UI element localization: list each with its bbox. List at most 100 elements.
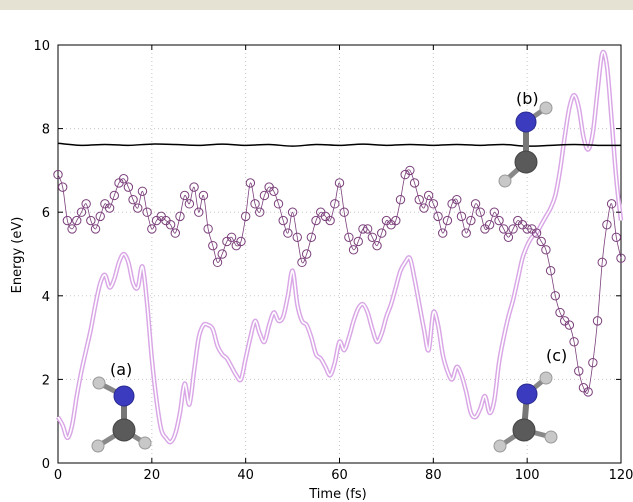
- data-point: [53, 169, 63, 180]
- data-point: [616, 253, 626, 263]
- data-point: [391, 215, 401, 226]
- y-tick-label: 10: [33, 39, 50, 54]
- y-tick-label: 6: [42, 206, 50, 221]
- data-point: [536, 236, 546, 247]
- data-point: [353, 236, 363, 247]
- data-point: [606, 199, 617, 209]
- data-point: [297, 257, 307, 268]
- data-point: [170, 228, 180, 238]
- data-point: [484, 220, 495, 230]
- axis-ticks: 0 20 40 60 80 100 120 0 2 4 6 8 10: [33, 39, 633, 483]
- data-point: [67, 224, 77, 234]
- data-point: [419, 203, 429, 213]
- data-point: [255, 207, 265, 217]
- top-banner: [0, 0, 633, 10]
- data-point: [362, 224, 373, 234]
- data-point: [428, 199, 439, 209]
- molecule-b-illustration: [498, 101, 553, 188]
- data-point: [184, 199, 195, 209]
- data-point: [269, 186, 279, 197]
- data-point: [109, 190, 120, 201]
- data-point: [348, 245, 359, 255]
- data-point: [550, 291, 561, 301]
- data-point: [104, 203, 115, 213]
- data-point: [499, 224, 509, 234]
- data-point: [344, 232, 354, 242]
- data-point: [250, 199, 260, 209]
- data-point: [452, 194, 462, 205]
- data-point: [175, 211, 185, 222]
- x-tick-label: 120: [609, 468, 633, 483]
- data-point: [456, 211, 467, 222]
- annotation-c: (c): [546, 346, 567, 365]
- data-point: [466, 215, 476, 226]
- data-point: [442, 215, 453, 226]
- annotation-b: (b): [516, 89, 539, 108]
- data-point: [438, 228, 448, 238]
- data-point: [194, 207, 204, 217]
- data-point: [470, 199, 481, 209]
- data-point: [405, 165, 415, 176]
- data-point: [489, 207, 500, 217]
- data-point: [62, 215, 73, 226]
- data-point: [133, 203, 143, 213]
- data-point: [240, 211, 251, 222]
- data-point: [95, 211, 105, 222]
- data-point: [259, 190, 270, 201]
- data-point: [461, 228, 471, 238]
- data-point: [292, 232, 302, 242]
- data-point: [602, 220, 612, 230]
- data-point: [358, 224, 368, 234]
- data-point: [165, 220, 176, 230]
- data-point: [414, 194, 424, 205]
- annotation-a: (a): [110, 360, 132, 379]
- x-tick-label: 80: [425, 468, 442, 483]
- data-point: [123, 182, 134, 192]
- x-tick-label: 100: [515, 468, 540, 483]
- y-axis-title: Energy (eV): [10, 217, 25, 294]
- data-point: [203, 224, 213, 234]
- molecule-c-illustration: [493, 371, 558, 453]
- data-point: [128, 194, 138, 205]
- data-point: [330, 199, 340, 209]
- data-point: [283, 228, 293, 238]
- series-pink-curve: [56, 49, 624, 445]
- data-point: [57, 182, 68, 192]
- data-point: [592, 316, 603, 326]
- x-tick-label: 60: [331, 468, 348, 483]
- data-point: [273, 199, 284, 209]
- data-point: [147, 224, 157, 234]
- data-point: [611, 232, 622, 242]
- data-point: [531, 228, 542, 238]
- data-point: [494, 215, 504, 226]
- data-point: [217, 249, 227, 259]
- y-tick-label: 8: [42, 123, 50, 138]
- y-tick-label: 0: [42, 457, 50, 472]
- data-point: [377, 228, 387, 238]
- data-point: [339, 207, 349, 217]
- data-point: [72, 215, 82, 226]
- x-tick-label: 0: [54, 468, 62, 483]
- data-point: [287, 207, 298, 217]
- data-point: [198, 190, 209, 201]
- data-point: [226, 232, 237, 242]
- data-point: [545, 266, 556, 276]
- data-point: [395, 194, 406, 205]
- data-point: [372, 240, 382, 251]
- data-point: [118, 174, 129, 184]
- data-point: [367, 232, 378, 242]
- data-point: [137, 186, 148, 197]
- data-point: [588, 357, 598, 368]
- data-point: [564, 320, 575, 330]
- data-point: [278, 215, 288, 226]
- data-point: [522, 224, 532, 234]
- data-point: [189, 182, 199, 192]
- y-tick-label: 2: [42, 373, 50, 388]
- series-circle-markers: [53, 165, 626, 397]
- data-point: [503, 232, 514, 242]
- series-black-line: [57, 142, 622, 147]
- data-point: [508, 224, 518, 234]
- data-point: [574, 366, 584, 376]
- data-point: [90, 224, 101, 234]
